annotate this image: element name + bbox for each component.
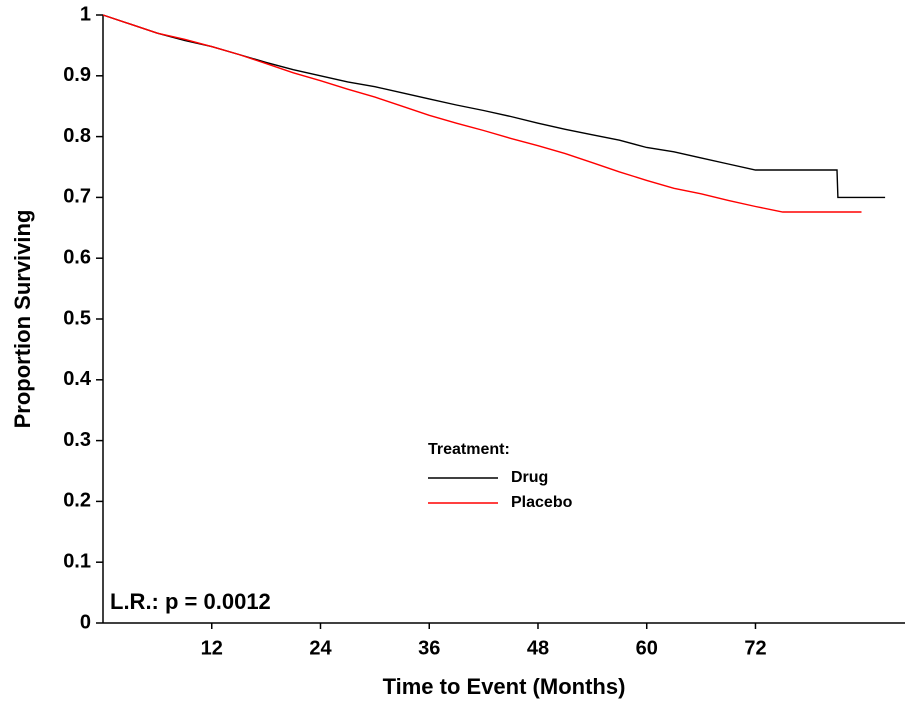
y-tick-label: 0.9 <box>63 64 91 86</box>
y-tick-label: 0 <box>80 611 91 633</box>
y-tick-label: 1 <box>80 3 91 25</box>
x-axis-title: Time to Event (Months) <box>383 674 626 699</box>
x-tick-label: 72 <box>744 637 766 659</box>
y-tick-label: 0.3 <box>63 429 91 451</box>
annotation: L.R.: p = 0.0012 <box>110 589 271 614</box>
y-tick-label: 0.5 <box>63 307 91 329</box>
y-tick-label: 0.4 <box>63 368 92 390</box>
legend-label: Drug <box>511 469 548 486</box>
legend-label: Placebo <box>511 494 573 511</box>
x-tick-label: 36 <box>418 637 440 659</box>
x-tick-label: 48 <box>527 637 549 659</box>
survival-line <box>102 14 862 213</box>
y-tick-label: 0.1 <box>63 550 91 572</box>
x-tick-label: 24 <box>309 637 332 659</box>
y-tick-label: 0.7 <box>63 186 91 208</box>
y-axis-title: Proportion Surviving <box>10 210 35 429</box>
y-tick-label: 0.6 <box>63 246 91 268</box>
legend-title: Treatment: <box>428 441 510 458</box>
survival-line <box>102 14 886 199</box>
y-tick-label: 0.8 <box>63 125 91 147</box>
x-tick-label: 60 <box>636 637 658 659</box>
x-tick-label: 12 <box>201 637 223 659</box>
y-tick-label: 0.2 <box>63 490 91 512</box>
